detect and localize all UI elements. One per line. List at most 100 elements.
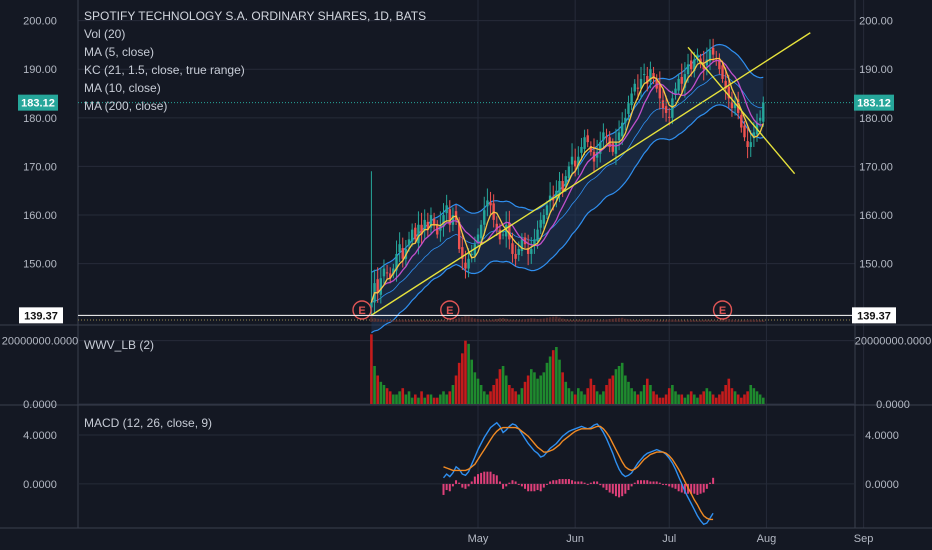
candle xyxy=(530,237,533,264)
macd-histogram-bar xyxy=(530,483,533,492)
legend-vol[interactable]: Vol (20) xyxy=(84,27,125,41)
wwv-bar xyxy=(573,394,577,404)
wwv-label[interactable]: WWV_LB (2) xyxy=(84,338,154,352)
ma10-line xyxy=(370,59,764,303)
macd-histogram-bar xyxy=(448,483,451,492)
volume-overlay-bar xyxy=(520,319,524,322)
candle xyxy=(611,138,614,156)
candle-body xyxy=(548,195,552,202)
candle-body xyxy=(696,54,699,58)
candle-body xyxy=(392,268,395,275)
wwv-bar xyxy=(451,385,455,404)
wwv-bar xyxy=(489,391,492,404)
macd-histogram-bar xyxy=(655,481,658,484)
candle-body xyxy=(762,102,765,122)
wwv-bar xyxy=(664,394,668,404)
volume-overlay-bar xyxy=(555,316,558,322)
wwv-bar xyxy=(708,391,712,404)
wwv-bar xyxy=(479,385,483,404)
volume-overlay-bar xyxy=(573,320,577,322)
candle-body xyxy=(486,200,489,207)
candle xyxy=(614,128,618,165)
candle-body xyxy=(743,125,746,138)
wwv-tick-left: 0.0000 xyxy=(23,399,57,411)
candle xyxy=(758,110,762,128)
keltner-lower xyxy=(371,104,764,334)
candle-body xyxy=(746,141,749,147)
support-trendline xyxy=(371,32,811,316)
macd-histogram-bar xyxy=(586,483,589,485)
candle-body xyxy=(564,176,567,187)
volume-overlay-bar xyxy=(373,318,376,322)
volume-overlay-bar xyxy=(552,316,555,322)
volume-overlay-bar xyxy=(658,320,662,322)
volume-overlay-bar xyxy=(464,316,467,322)
legend-ma10[interactable]: MA (10, close) xyxy=(84,81,161,95)
wwv-bar xyxy=(520,388,524,404)
volume-overlay-bar xyxy=(404,320,408,322)
candle xyxy=(379,267,383,304)
macd-histogram-bar xyxy=(552,480,555,484)
macd-label[interactable]: MACD (12, 26, close, 9) xyxy=(84,416,212,430)
candle-body xyxy=(730,102,734,109)
volume-overlay-bar xyxy=(442,320,445,322)
macd-histogram-bar xyxy=(461,483,464,488)
volume-overlay-bar xyxy=(583,320,586,322)
volume-overlay-bar xyxy=(479,319,483,322)
legend-ma200[interactable]: MA (200, close) xyxy=(84,99,167,113)
legend-keltner[interactable]: KC (21, 1.5, close, true range) xyxy=(84,63,245,77)
candle xyxy=(570,143,574,176)
earnings-marker[interactable]: E xyxy=(440,300,460,320)
volume-overlay-bar xyxy=(539,318,542,322)
candle xyxy=(677,74,680,95)
wwv-bar xyxy=(395,394,398,404)
candle-body xyxy=(539,219,542,228)
volume-overlay-bar xyxy=(473,318,477,322)
wwv-bar xyxy=(580,391,583,404)
legend-ma5[interactable]: MA (5, close) xyxy=(84,45,154,59)
wwv-bar xyxy=(464,340,467,404)
macd-tick-left: 4.0000 xyxy=(23,430,57,442)
candle-body xyxy=(379,278,383,295)
candle xyxy=(740,108,743,133)
macd-histogram-bar xyxy=(520,483,523,487)
macd-histogram-bar xyxy=(567,479,570,484)
candle-body xyxy=(680,76,683,84)
macd-histogram-bar xyxy=(608,483,611,493)
wwv-bar xyxy=(608,378,611,404)
wwv-bar xyxy=(595,391,599,404)
candle xyxy=(429,207,433,235)
volume-overlay-bar xyxy=(671,319,674,322)
candle-body xyxy=(483,210,486,225)
candle-body xyxy=(414,227,417,240)
wwv-bar xyxy=(730,388,734,404)
candle xyxy=(602,123,605,148)
volume-overlay-bar xyxy=(708,320,712,322)
macd-histogram-bar xyxy=(580,481,583,484)
candle-body xyxy=(417,224,420,244)
candle xyxy=(432,212,436,230)
candle xyxy=(664,95,668,122)
earnings-marker[interactable]: E xyxy=(712,300,733,320)
macd-histogram-bar xyxy=(702,483,705,493)
candle-body xyxy=(708,49,712,62)
wwv-bar xyxy=(448,391,452,404)
candle xyxy=(420,212,423,245)
candle xyxy=(661,88,665,119)
volume-overlay-bar xyxy=(642,319,646,322)
candle-body xyxy=(689,60,693,70)
candle xyxy=(561,173,564,198)
wwv-bar xyxy=(523,381,527,404)
wwv-bar xyxy=(545,362,549,404)
macd-histogram-bar xyxy=(524,483,527,489)
candle-body xyxy=(614,142,618,154)
wwv-bar xyxy=(398,391,401,404)
candle-body xyxy=(498,229,502,240)
wwv-bar xyxy=(561,372,564,404)
earnings-marker[interactable]: E xyxy=(352,300,372,320)
candle xyxy=(536,220,539,249)
candle xyxy=(642,63,646,84)
wwv-bar xyxy=(658,397,662,404)
